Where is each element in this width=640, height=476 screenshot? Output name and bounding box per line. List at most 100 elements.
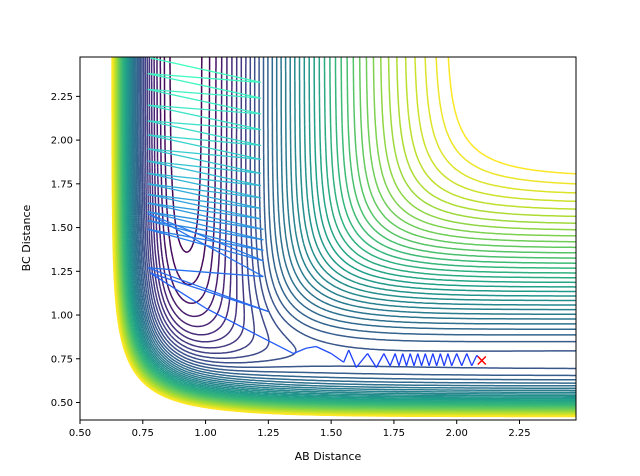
trajectory-segment bbox=[409, 353, 415, 366]
trajectory-segment bbox=[147, 267, 264, 278]
contour-level bbox=[148, 57, 238, 343]
y-tick-label: 1.25 bbox=[51, 267, 73, 278]
contour-level bbox=[126, 57, 576, 400]
y-tick-label: 0.50 bbox=[51, 398, 73, 409]
contour-level bbox=[129, 57, 576, 395]
trajectory-segment bbox=[147, 72, 261, 84]
contour-level bbox=[127, 57, 576, 398]
end-marker bbox=[477, 355, 487, 366]
trajectory-segment bbox=[405, 353, 411, 366]
y-tick-label: 1.00 bbox=[51, 311, 73, 322]
trajectory-segment bbox=[461, 353, 468, 367]
y-tick-label: 1.50 bbox=[51, 223, 73, 234]
trajectory-segment bbox=[315, 345, 332, 355]
trajectory-segment bbox=[147, 202, 264, 230]
x-tick-label: 2.00 bbox=[446, 428, 468, 439]
trajectory-segment bbox=[147, 193, 261, 220]
x-axis-label: AB Distance bbox=[295, 450, 362, 463]
trajectory-segment bbox=[147, 211, 264, 230]
trajectory-segment bbox=[150, 57, 261, 84]
x-tick-label: 2.25 bbox=[508, 428, 530, 439]
trajectory-segment bbox=[147, 212, 264, 262]
contour-level bbox=[116, 57, 576, 412]
trajectory-segment bbox=[147, 134, 261, 160]
contour-level bbox=[138, 57, 576, 377]
trajectory-segment bbox=[149, 272, 206, 309]
x-tick-label: 1.50 bbox=[320, 428, 342, 439]
trajectory-segment bbox=[471, 354, 478, 367]
trajectory-segment bbox=[383, 353, 391, 367]
trajectory-segment bbox=[355, 353, 369, 368]
y-tick-label: 0.75 bbox=[51, 354, 73, 365]
trajectory-segment bbox=[375, 353, 385, 368]
contour-level bbox=[159, 57, 217, 305]
contour-level bbox=[120, 57, 576, 407]
trajectory-segment bbox=[147, 160, 261, 174]
trajectory-segment bbox=[424, 353, 430, 366]
trajectory-segment bbox=[147, 104, 261, 131]
trajectory-segment bbox=[439, 353, 445, 366]
trajectory-segment bbox=[435, 353, 442, 366]
trajectory-segment bbox=[147, 88, 261, 99]
y-tick-label: 2.25 bbox=[51, 92, 73, 103]
trajectory-segment bbox=[147, 120, 261, 146]
y-tick-label: 2.00 bbox=[51, 136, 73, 147]
trajectory-segment bbox=[432, 353, 438, 366]
y-axis-label: BC Distance bbox=[20, 204, 33, 271]
y-tick-label: 1.75 bbox=[51, 179, 73, 190]
trajectory-segment bbox=[205, 307, 257, 335]
contour-level bbox=[132, 57, 576, 389]
x-axis: 0.50 0.75 1.00 1.25 1.50 1.75 2.00 2.25 bbox=[69, 420, 531, 439]
trajectory-segment bbox=[417, 353, 423, 366]
contour-level bbox=[139, 57, 576, 370]
trajectory-segment bbox=[293, 347, 307, 355]
x-tick-label: 1.75 bbox=[383, 428, 405, 439]
contour-level bbox=[116, 57, 576, 412]
trajectory-segment bbox=[451, 353, 458, 367]
contour-level bbox=[130, 57, 576, 394]
contour-level bbox=[119, 57, 576, 408]
plot-frame bbox=[79, 56, 577, 421]
trajectory bbox=[147, 57, 483, 368]
contour-level bbox=[122, 57, 576, 405]
trajectory-segment bbox=[343, 349, 350, 363]
trajectory-segment bbox=[147, 172, 261, 187]
trajectory-segment bbox=[150, 272, 269, 313]
trajectory-segment bbox=[428, 353, 434, 366]
trajectory-segment bbox=[466, 353, 473, 367]
trajectory-segment bbox=[389, 353, 396, 367]
contour-lines bbox=[111, 57, 576, 418]
trajectory-segment bbox=[398, 353, 404, 366]
contour-level bbox=[144, 57, 256, 355]
contour-level bbox=[123, 57, 576, 404]
trajectory-segment bbox=[147, 193, 261, 209]
x-marker bbox=[477, 355, 487, 366]
trajectory-segment bbox=[147, 183, 261, 199]
contour-level bbox=[121, 57, 576, 406]
contour-level bbox=[136, 57, 576, 381]
trajectory-segment bbox=[147, 148, 261, 160]
y-axis: 0.50 0.75 1.00 1.25 1.50 1.75 2.00 2.25 bbox=[51, 92, 80, 409]
trajectory-segment bbox=[147, 172, 261, 199]
trajectory-segment bbox=[147, 72, 261, 99]
trajectory-segment bbox=[147, 88, 261, 115]
trajectory-segment bbox=[147, 228, 264, 251]
trajectory-segment bbox=[305, 345, 317, 349]
contour-level bbox=[124, 57, 576, 402]
trajectory-segment bbox=[330, 352, 345, 363]
contour-level bbox=[133, 57, 576, 387]
trajectory-segment bbox=[402, 353, 408, 366]
contour-level bbox=[111, 57, 576, 418]
trajectory-segment bbox=[147, 202, 261, 220]
trajectory-segment bbox=[147, 160, 261, 187]
trajectory-segment bbox=[147, 104, 261, 115]
contour-level bbox=[118, 57, 576, 410]
contour-level bbox=[135, 57, 576, 384]
contour-level bbox=[125, 57, 576, 401]
trajectory-segment bbox=[367, 353, 377, 368]
trajectory-segment bbox=[147, 134, 261, 146]
trajectory-segment bbox=[147, 183, 261, 209]
trajectory-segment bbox=[348, 349, 357, 368]
trajectory-segment bbox=[147, 267, 269, 313]
